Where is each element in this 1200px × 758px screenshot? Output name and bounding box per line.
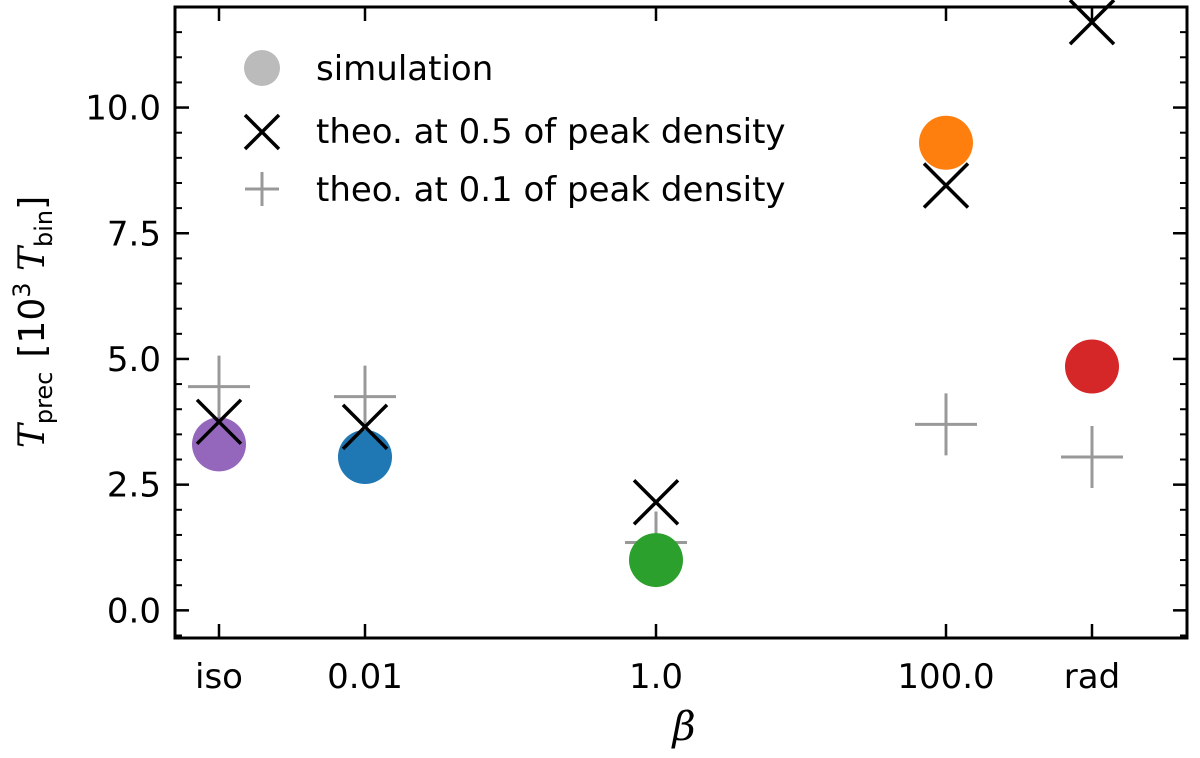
data-markers xyxy=(188,0,1123,588)
y-axis-label-unit-sup: 3 xyxy=(8,282,36,297)
plot-frame xyxy=(173,5,1189,640)
y-axis-label: Tprec [103 Tbin] xyxy=(8,196,58,448)
marker-simulation xyxy=(919,115,973,170)
x-tick-label: 1.0 xyxy=(629,657,683,697)
y-tick-label: 2.5 xyxy=(107,466,161,506)
y-axis-label-main-sub: prec xyxy=(30,372,58,425)
marker-theo-0.5 xyxy=(341,403,389,451)
x-tick-label: 100.0 xyxy=(897,657,994,697)
y-axis-label-main: T xyxy=(12,421,53,448)
marker-theo-0.5 xyxy=(632,479,680,526)
y-axis-label-unit-sub: bin xyxy=(30,210,58,247)
y-tick-label: 10.0 xyxy=(85,89,161,129)
y-tick-label: 0.0 xyxy=(107,591,161,631)
x-tick-label: 0.01 xyxy=(327,657,403,697)
marker-theo-0.5 xyxy=(922,162,970,209)
marker-theo-0.1 xyxy=(1061,425,1123,488)
legend: simulation theo. at 0.5 of peak density … xyxy=(243,49,786,210)
marker-theo-0.1 xyxy=(188,355,250,418)
marker-simulation xyxy=(1065,339,1119,394)
legend-label-simulation: simulation xyxy=(316,49,493,89)
legend-marker-theo-05 xyxy=(243,113,281,151)
legend-label-theo-01: theo. at 0.1 of peak density xyxy=(316,170,786,210)
marker-theo-0.1 xyxy=(334,365,396,428)
y-axis-label-unit-close: ] xyxy=(12,196,53,210)
legend-label-theo-05: theo. at 0.5 of peak density xyxy=(316,112,786,152)
marker-theo-0.5 xyxy=(1068,0,1116,46)
marker-simulation xyxy=(338,429,392,484)
legend-marker-theo-01 xyxy=(245,172,279,206)
marker-theo-0.5 xyxy=(195,398,243,446)
legend-marker-simulation xyxy=(244,50,280,86)
x-tick-label: iso xyxy=(195,657,243,697)
marker-simulation xyxy=(192,417,246,472)
y-axis-label-unit-t: T xyxy=(12,244,53,282)
x-tick-label: rad xyxy=(1064,657,1120,697)
axis-ticks xyxy=(175,6,1187,638)
marker-simulation xyxy=(629,533,683,588)
marker-theo-0.1 xyxy=(915,393,977,456)
y-tick-label: 7.5 xyxy=(107,214,161,254)
axis-tick-labels: 0.0 2.5 5.0 7.5 10.0 iso 0.01 1.0 100.0 rad xyxy=(85,89,1120,697)
y-tick-label: 5.0 xyxy=(107,340,161,380)
y-axis-label-unit-open: [10 xyxy=(12,298,53,358)
x-axis-label: β xyxy=(670,704,695,750)
